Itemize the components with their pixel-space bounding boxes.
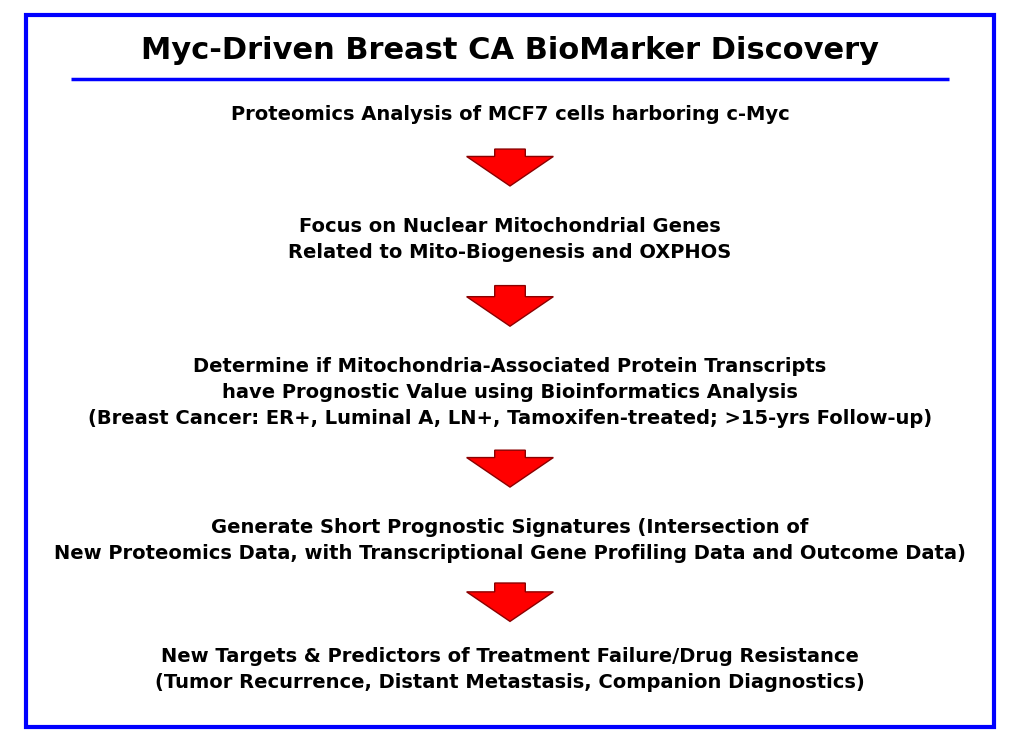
FancyArrow shape bbox=[467, 450, 552, 487]
Text: Generate Short Prognostic Signatures (Intersection of
New Proteomics Data, with : Generate Short Prognostic Signatures (In… bbox=[54, 518, 965, 562]
Text: Focus on Nuclear Mitochondrial Genes
Related to Mito-Biogenesis and OXPHOS: Focus on Nuclear Mitochondrial Genes Rel… bbox=[288, 218, 731, 262]
Text: Determine if Mitochondria-Associated Protein Transcripts
have Prognostic Value u: Determine if Mitochondria-Associated Pro… bbox=[88, 357, 931, 428]
FancyArrow shape bbox=[467, 286, 552, 326]
Text: Myc-Driven Breast CA BioMarker Discovery: Myc-Driven Breast CA BioMarker Discovery bbox=[141, 35, 878, 65]
Text: Proteomics Analysis of MCF7 cells harboring c-Myc: Proteomics Analysis of MCF7 cells harbor… bbox=[230, 105, 789, 124]
Text: New Targets & Predictors of Treatment Failure/Drug Resistance
(Tumor Recurrence,: New Targets & Predictors of Treatment Fa… bbox=[155, 647, 864, 692]
FancyArrow shape bbox=[467, 583, 552, 621]
FancyArrow shape bbox=[467, 149, 552, 186]
